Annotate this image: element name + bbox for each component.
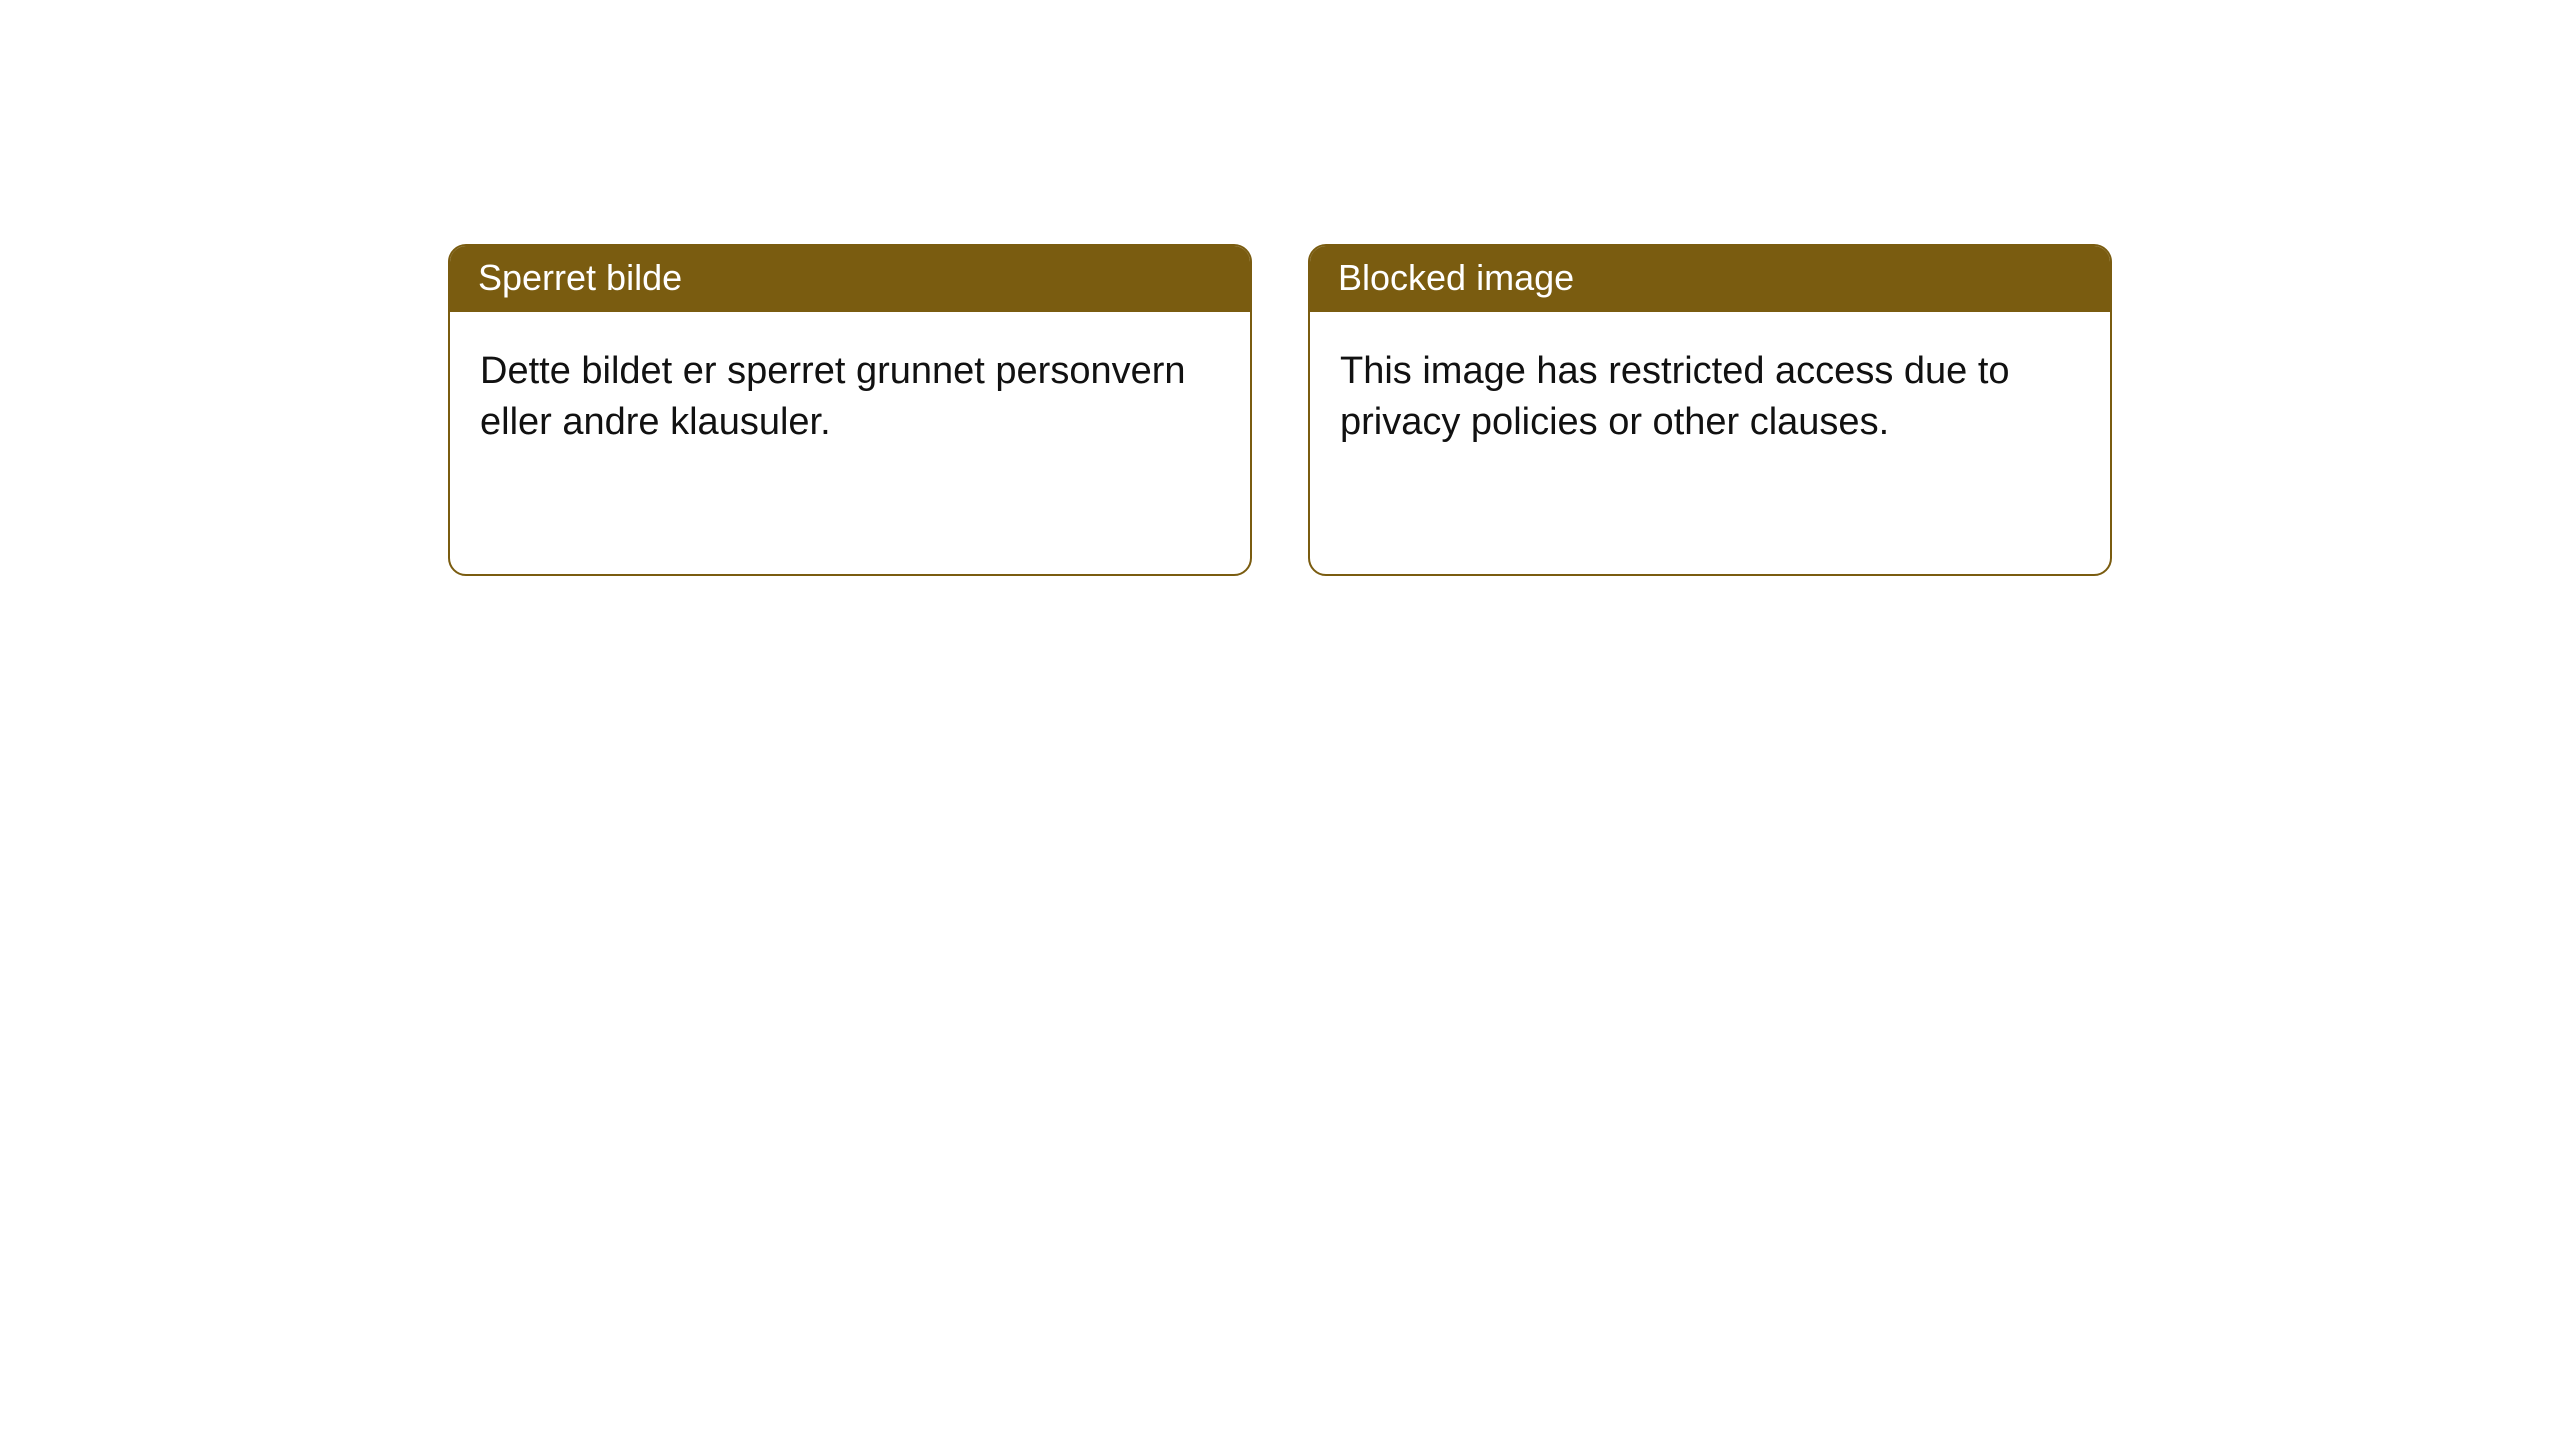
card-english: Blocked image This image has restricted … bbox=[1308, 244, 2112, 576]
card-body-norwegian: Dette bildet er sperret grunnet personve… bbox=[450, 312, 1250, 483]
card-title-english: Blocked image bbox=[1310, 246, 2110, 312]
card-title-norwegian: Sperret bilde bbox=[450, 246, 1250, 312]
card-body-english: This image has restricted access due to … bbox=[1310, 312, 2110, 483]
blocked-image-notice: Sperret bilde Dette bildet er sperret gr… bbox=[448, 244, 2112, 576]
card-norwegian: Sperret bilde Dette bildet er sperret gr… bbox=[448, 244, 1252, 576]
